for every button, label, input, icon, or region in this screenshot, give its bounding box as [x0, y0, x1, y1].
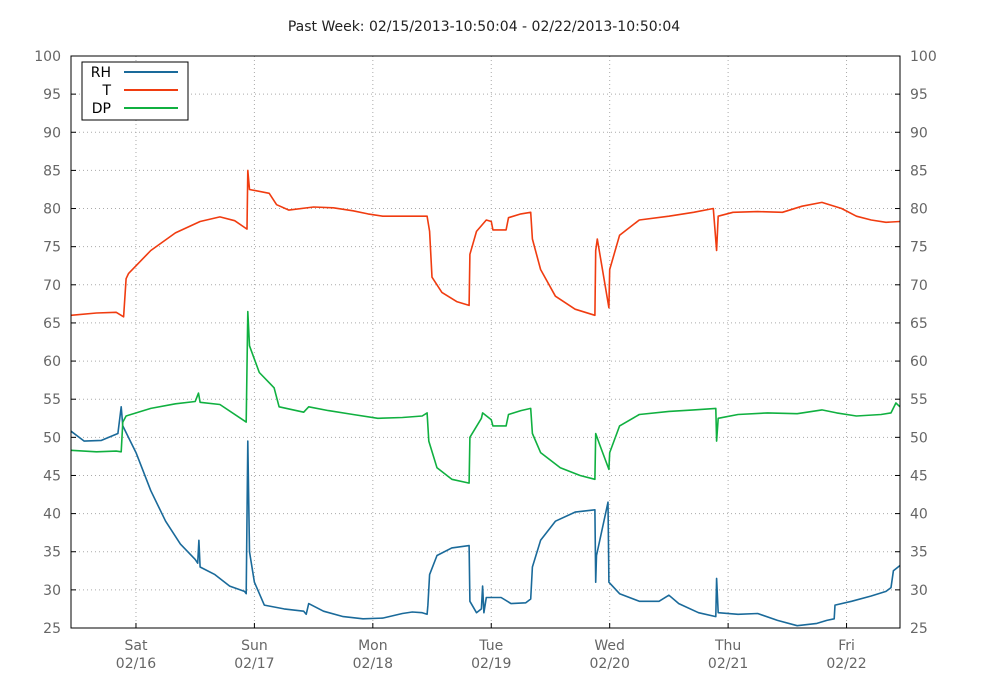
y-tick-label-right: 80	[910, 202, 928, 218]
y-tick-label-right: 70	[910, 278, 928, 294]
series-line-rh	[70, 405, 901, 627]
y-tick-label-left: 25	[43, 621, 61, 637]
y-tick-label-left: 40	[43, 507, 61, 523]
y-tick-label-right: 50	[910, 430, 928, 446]
x-tick-date-label: 02/17	[234, 656, 274, 672]
series-line-dp	[70, 310, 901, 484]
series-line-t	[70, 169, 901, 318]
x-axis-ticks: Sat 02/16 Sun 02/17 Mon 02/18 Tue 02/19 Wed 02/20…	[116, 623, 867, 672]
legend-label-dp: DP	[92, 101, 111, 117]
y-tick-label-left: 35	[43, 545, 61, 561]
y-tick-label-left: 65	[43, 316, 61, 332]
x-tick-date-label: 02/21	[708, 656, 748, 672]
x-tick-day-label: Sat	[124, 638, 147, 654]
x-tick-day-label: Tue	[478, 638, 503, 654]
plot-frame	[70, 55, 901, 629]
y-tick-label-right: 40	[910, 507, 928, 523]
y-tick-label-right: 55	[910, 392, 928, 408]
y-tick-label-left: 60	[43, 354, 61, 370]
y-tick-label-right: 45	[910, 468, 928, 484]
x-tick-date-label: 02/22	[826, 656, 866, 672]
legend-label-rh: RH	[91, 65, 111, 81]
y-tick-label-right: 65	[910, 316, 928, 332]
y-tick-label-left: 90	[43, 125, 61, 141]
y-tick-label-right: 60	[910, 354, 928, 370]
x-tick-date-label: 02/18	[353, 656, 393, 672]
x-tick-date-label: 02/16	[116, 656, 156, 672]
y-tick-label-left: 75	[43, 240, 61, 256]
chart-title: Past Week: 02/15/2013-10:50:04 - 02/22/2…	[288, 19, 680, 35]
y-tick-label-right: 75	[910, 240, 928, 256]
series-lines	[70, 169, 901, 627]
y-tick-label-left: 55	[43, 392, 61, 408]
x-tick-day-label: Sun	[241, 638, 268, 654]
y-tick-label-right: 100	[910, 49, 937, 65]
x-tick-day-label: Thu	[714, 638, 741, 654]
legend-label-t: T	[101, 83, 111, 99]
y-tick-label-left: 100	[34, 49, 61, 65]
y-tick-label-left: 50	[43, 430, 61, 446]
y-tick-label-left: 30	[43, 583, 61, 599]
y-tick-label-right: 95	[910, 87, 928, 103]
legend: RH T DP	[81, 61, 189, 121]
y-tick-label-left: 95	[43, 87, 61, 103]
y-tick-label-right: 85	[910, 163, 928, 179]
grid-lines	[71, 56, 900, 628]
y-tick-label-right: 90	[910, 125, 928, 141]
y-axis-ticks: 25 25 30 30 35 35 40 40 45 45 50 50 55 55 60 60 65 65 70 70…	[34, 49, 936, 637]
x-tick-date-label: 02/19	[471, 656, 511, 672]
y-tick-label-left: 80	[43, 202, 61, 218]
y-tick-label-right: 25	[910, 621, 928, 637]
y-tick-label-left: 45	[43, 468, 61, 484]
y-tick-label-left: 70	[43, 278, 61, 294]
x-tick-day-label: Wed	[594, 638, 625, 654]
y-tick-label-right: 35	[910, 545, 928, 561]
x-tick-day-label: Fri	[838, 638, 855, 654]
y-tick-label-left: 85	[43, 163, 61, 179]
x-tick-day-label: Mon	[358, 638, 388, 654]
y-tick-label-right: 30	[910, 583, 928, 599]
x-tick-date-label: 02/20	[590, 656, 630, 672]
